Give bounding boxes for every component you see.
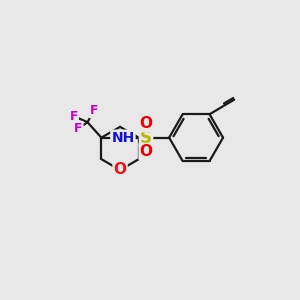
Text: NH: NH	[111, 130, 135, 145]
Text: F: F	[89, 104, 98, 117]
Text: F: F	[69, 110, 78, 123]
Text: O: O	[114, 163, 127, 178]
Text: S: S	[140, 129, 152, 147]
Text: F: F	[74, 122, 82, 135]
Text: O: O	[140, 144, 153, 159]
Text: O: O	[140, 116, 153, 131]
